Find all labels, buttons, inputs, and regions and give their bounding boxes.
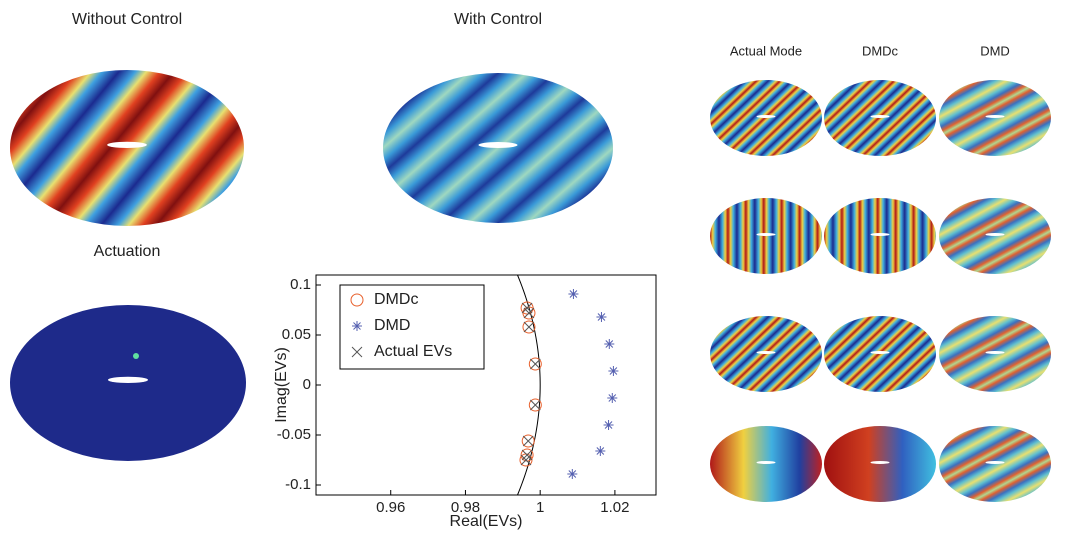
marker-stroke bbox=[604, 421, 613, 429]
legend-label: DMD bbox=[374, 317, 410, 334]
marker bbox=[567, 469, 578, 479]
marker bbox=[603, 420, 614, 430]
marker-stroke bbox=[568, 470, 577, 478]
marker-stroke bbox=[520, 454, 532, 466]
torus bbox=[939, 198, 1051, 274]
panel-title: Actuation bbox=[94, 243, 161, 260]
x-tick-label: 1.02 bbox=[600, 499, 629, 516]
marker bbox=[352, 321, 362, 331]
marker-circle bbox=[521, 434, 535, 448]
y-tick-label: 0.1 bbox=[290, 276, 311, 293]
column-title: DMDc bbox=[862, 43, 899, 58]
torus-hole bbox=[107, 141, 147, 149]
torus-hole bbox=[478, 142, 518, 148]
marker-stroke bbox=[522, 435, 534, 447]
x-tick-label: 1 bbox=[536, 499, 544, 516]
marker-stroke bbox=[521, 302, 533, 314]
marker bbox=[607, 393, 618, 403]
marker bbox=[522, 306, 536, 320]
marker bbox=[595, 446, 606, 456]
marker bbox=[528, 398, 542, 412]
marker bbox=[528, 357, 542, 371]
marker-circle bbox=[528, 398, 542, 412]
y-tick-label: -0.05 bbox=[277, 426, 311, 443]
torus-hole bbox=[107, 376, 149, 383]
x-axis-label: Real(EVs) bbox=[450, 513, 523, 530]
torus-hole bbox=[756, 460, 776, 465]
marker bbox=[520, 454, 532, 466]
y-axis-label: Imag(EVs) bbox=[273, 347, 290, 423]
marker-stroke bbox=[351, 346, 363, 358]
marker-stroke bbox=[569, 290, 578, 298]
marker bbox=[568, 289, 579, 299]
marker bbox=[523, 321, 535, 333]
marker-circle bbox=[522, 320, 536, 334]
column-title: DMD bbox=[980, 43, 1010, 58]
marker bbox=[604, 339, 615, 349]
torus-hole bbox=[870, 232, 890, 236]
torus-hole bbox=[756, 350, 776, 355]
torus bbox=[824, 198, 936, 274]
marker-stroke bbox=[605, 340, 614, 348]
torus-hole bbox=[870, 114, 890, 119]
marker-stroke bbox=[529, 358, 541, 370]
marker-circle bbox=[522, 306, 536, 320]
y-tick-label: 0 bbox=[303, 376, 311, 393]
torus-images bbox=[10, 70, 1051, 502]
marker-circle bbox=[350, 293, 364, 307]
marker bbox=[529, 399, 541, 411]
marker-stroke bbox=[353, 322, 361, 330]
x-tick-label: 0.98 bbox=[451, 499, 480, 516]
panel-title: Without Control bbox=[72, 11, 182, 28]
y-tick-label: 0.05 bbox=[282, 326, 311, 343]
marker-stroke bbox=[596, 447, 605, 455]
marker bbox=[608, 366, 619, 376]
torus-hole bbox=[756, 232, 776, 236]
marker bbox=[522, 320, 536, 334]
column-title: Actual Mode bbox=[730, 43, 802, 58]
marker-stroke bbox=[608, 394, 617, 402]
torus bbox=[710, 198, 822, 274]
legend-label: Actual EVs bbox=[374, 343, 452, 360]
torus-hole bbox=[985, 350, 1005, 355]
marker bbox=[521, 434, 535, 448]
legend-box bbox=[339, 284, 485, 370]
marker bbox=[351, 346, 363, 358]
marker-stroke bbox=[609, 367, 618, 375]
panel-title: With Control bbox=[454, 11, 542, 28]
torus-hole bbox=[756, 114, 776, 119]
marker-stroke bbox=[523, 307, 535, 319]
torus-hole bbox=[985, 460, 1005, 465]
actuator bbox=[133, 353, 139, 359]
marker-stroke bbox=[523, 321, 535, 333]
marker bbox=[529, 358, 541, 370]
marker bbox=[350, 293, 364, 307]
x-tick-label: 0.96 bbox=[376, 499, 405, 516]
torus-hole bbox=[985, 232, 1005, 236]
torus-hole bbox=[985, 114, 1005, 119]
marker bbox=[523, 307, 535, 319]
marker bbox=[522, 435, 534, 447]
marker-stroke bbox=[529, 399, 541, 411]
torus-hole bbox=[870, 460, 890, 465]
torus-hole bbox=[870, 350, 890, 355]
marker bbox=[596, 312, 607, 322]
legend-label: DMDc bbox=[374, 291, 418, 308]
marker-stroke bbox=[597, 313, 606, 321]
y-tick-label: -0.1 bbox=[285, 476, 311, 493]
marker-circle bbox=[528, 357, 542, 371]
eigenvalue-plot: 0.96 0.98 1 1.02 -0.1 -0.05 0 0.05 0.1 Real(EVs) I… bbox=[273, 274, 657, 530]
